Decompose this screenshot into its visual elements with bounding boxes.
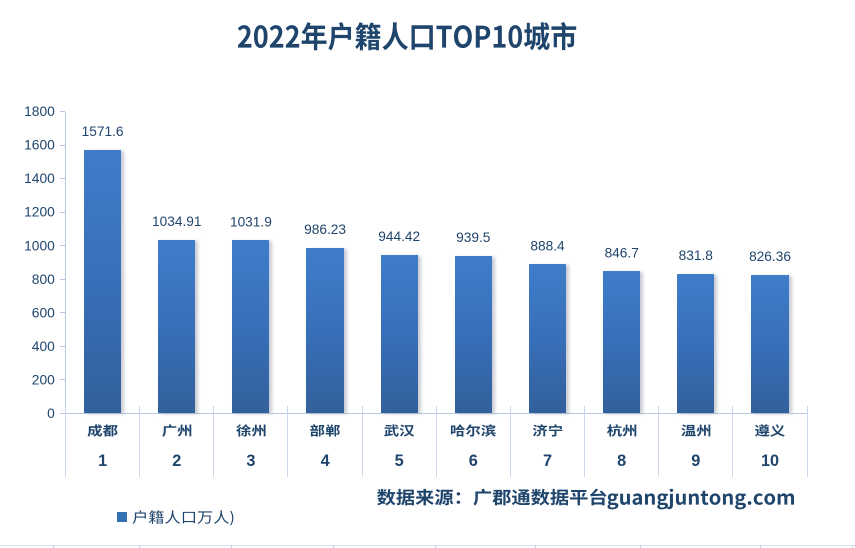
svg-text:800: 800 bbox=[32, 272, 55, 287]
svg-text:600: 600 bbox=[32, 305, 55, 320]
svg-text:9: 9 bbox=[691, 452, 700, 470]
svg-text:1600: 1600 bbox=[24, 138, 55, 153]
svg-text:1031.9: 1031.9 bbox=[230, 214, 272, 229]
svg-text:2: 2 bbox=[172, 452, 181, 470]
svg-text:1200: 1200 bbox=[24, 205, 55, 220]
svg-text:939.5: 939.5 bbox=[456, 230, 491, 245]
svg-text:6: 6 bbox=[469, 452, 478, 470]
svg-text:986.23: 986.23 bbox=[304, 222, 346, 237]
svg-text:1571.6: 1571.6 bbox=[82, 124, 124, 139]
svg-text:1034.91: 1034.91 bbox=[152, 214, 201, 229]
svg-text:10: 10 bbox=[761, 452, 779, 470]
svg-text:400: 400 bbox=[32, 339, 55, 354]
svg-text:200: 200 bbox=[32, 373, 55, 388]
svg-text:7: 7 bbox=[543, 452, 552, 470]
svg-text:846.7: 846.7 bbox=[605, 246, 639, 261]
svg-text:826.36: 826.36 bbox=[749, 249, 791, 264]
svg-text:8: 8 bbox=[617, 452, 626, 470]
svg-text:944.42: 944.42 bbox=[378, 229, 420, 244]
svg-text:3: 3 bbox=[246, 452, 255, 470]
svg-text:1800: 1800 bbox=[24, 104, 55, 119]
svg-text:1: 1 bbox=[98, 452, 107, 470]
svg-text:1400: 1400 bbox=[24, 171, 55, 186]
svg-text:4: 4 bbox=[321, 452, 330, 470]
svg-text:1000: 1000 bbox=[24, 238, 55, 253]
svg-text:0: 0 bbox=[47, 406, 55, 421]
svg-text:5: 5 bbox=[395, 452, 404, 470]
svg-text:831.8: 831.8 bbox=[679, 248, 714, 263]
svg-text:888.4: 888.4 bbox=[530, 239, 565, 254]
